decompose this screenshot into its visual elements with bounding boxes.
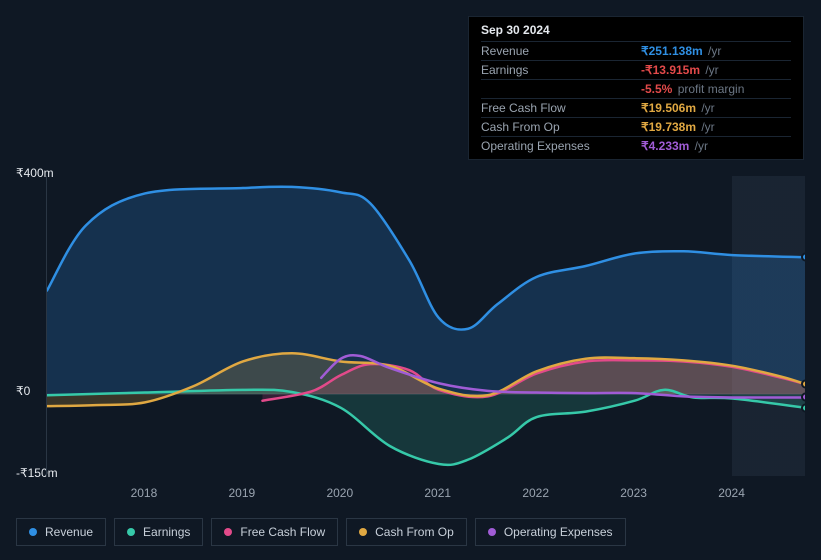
legend-dot-icon <box>359 528 367 536</box>
tooltip-row-unit: /yr <box>698 101 715 115</box>
tooltip-row-label: Operating Expenses <box>481 139 590 153</box>
legend-item-operating-expenses[interactable]: Operating Expenses <box>475 518 626 546</box>
tooltip-row-value: ₹19.738m <box>641 120 696 134</box>
tooltip-row-value: ₹251.138m <box>641 44 703 58</box>
tooltip-row: -5.5% profit margin <box>481 79 791 98</box>
x-axis-tick-label: 2021 <box>424 486 451 500</box>
chart-tooltip: Sep 30 2024 Revenue₹251.138m /yrEarnings… <box>468 16 804 160</box>
legend-dot-icon <box>127 528 135 536</box>
tooltip-row-unit: profit margin <box>674 82 744 96</box>
legend-item-free-cash-flow[interactable]: Free Cash Flow <box>211 518 338 546</box>
x-axis-tick-label: 2019 <box>229 486 256 500</box>
series-endpoint-marker <box>801 403 805 412</box>
tooltip-row-unit: /yr <box>691 139 708 153</box>
legend-item-cash-from-op[interactable]: Cash From Op <box>346 518 467 546</box>
x-axis-tick-label: 2022 <box>522 486 549 500</box>
legend-item-label: Earnings <box>143 525 190 539</box>
tooltip-row: Operating Expenses ₹4.233m /yr <box>481 136 791 155</box>
legend-item-label: Free Cash Flow <box>240 525 325 539</box>
legend-dot-icon <box>224 528 232 536</box>
series-endpoint-marker <box>801 393 805 402</box>
tooltip-row-value: ₹19.506m <box>641 101 696 115</box>
legend-dot-icon <box>488 528 496 536</box>
legend-item-earnings[interactable]: Earnings <box>114 518 203 546</box>
chart-plot-area[interactable] <box>46 176 805 476</box>
tooltip-row-unit: /yr <box>702 63 719 77</box>
series-endpoint-marker <box>801 253 805 262</box>
legend-item-revenue[interactable]: Revenue <box>16 518 106 546</box>
legend-item-label: Operating Expenses <box>504 525 613 539</box>
tooltip-row-label: Free Cash Flow <box>481 101 566 115</box>
x-axis-tick-label: 2020 <box>326 486 353 500</box>
x-axis-tick-label: 2018 <box>131 486 158 500</box>
x-axis-tick-label: 2024 <box>718 486 745 500</box>
tooltip-row-label: Cash From Op <box>481 120 560 134</box>
tooltip-row-unit: /yr <box>705 44 722 58</box>
tooltip-row-label: Earnings <box>481 63 528 77</box>
legend-item-label: Cash From Op <box>375 525 454 539</box>
tooltip-row-value: -₹13.915m <box>641 63 700 77</box>
x-axis-tick-label: 2023 <box>620 486 647 500</box>
legend-dot-icon <box>29 528 37 536</box>
tooltip-row: Free Cash Flow ₹19.506m /yr <box>481 98 791 117</box>
tooltip-row: Cash From Op ₹19.738m /yr <box>481 117 791 136</box>
tooltip-row-value: ₹4.233m <box>641 139 689 153</box>
series-area-earnings <box>47 390 805 465</box>
tooltip-row-value: -5.5% <box>641 82 672 96</box>
tooltip-row: Revenue ₹251.138m /yr <box>481 41 791 60</box>
tooltip-row: Earnings -₹13.915m /yr <box>481 60 791 79</box>
financials-area-chart: ₹400m₹0-₹150m 20182019202020212022202320… <box>16 160 805 510</box>
y-axis-tick-label: ₹0 <box>16 384 30 398</box>
chart-legend: Revenue Earnings Free Cash Flow Cash From O… <box>16 518 626 546</box>
tooltip-date: Sep 30 2024 <box>481 23 791 41</box>
tooltip-row-unit: /yr <box>698 120 715 134</box>
tooltip-row-label: Revenue <box>481 44 529 58</box>
series-endpoint-marker <box>801 379 805 388</box>
legend-item-label: Revenue <box>45 525 93 539</box>
chart-x-axis: 2018 2019 2020 2021 2022 2023 2024 <box>46 478 805 508</box>
